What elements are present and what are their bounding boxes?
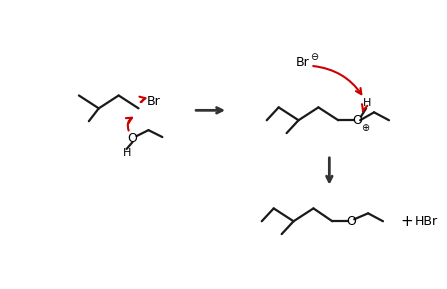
- Text: H: H: [122, 148, 131, 158]
- Text: O: O: [128, 131, 138, 144]
- Text: O: O: [352, 114, 362, 127]
- Text: ⊖: ⊖: [310, 52, 319, 62]
- Text: O: O: [346, 215, 356, 228]
- Text: ⊕: ⊕: [361, 123, 369, 133]
- Text: Br: Br: [147, 95, 160, 108]
- Text: Br: Br: [295, 56, 309, 69]
- Text: HBr: HBr: [415, 215, 439, 228]
- Text: H: H: [363, 98, 371, 108]
- Text: +: +: [401, 214, 413, 229]
